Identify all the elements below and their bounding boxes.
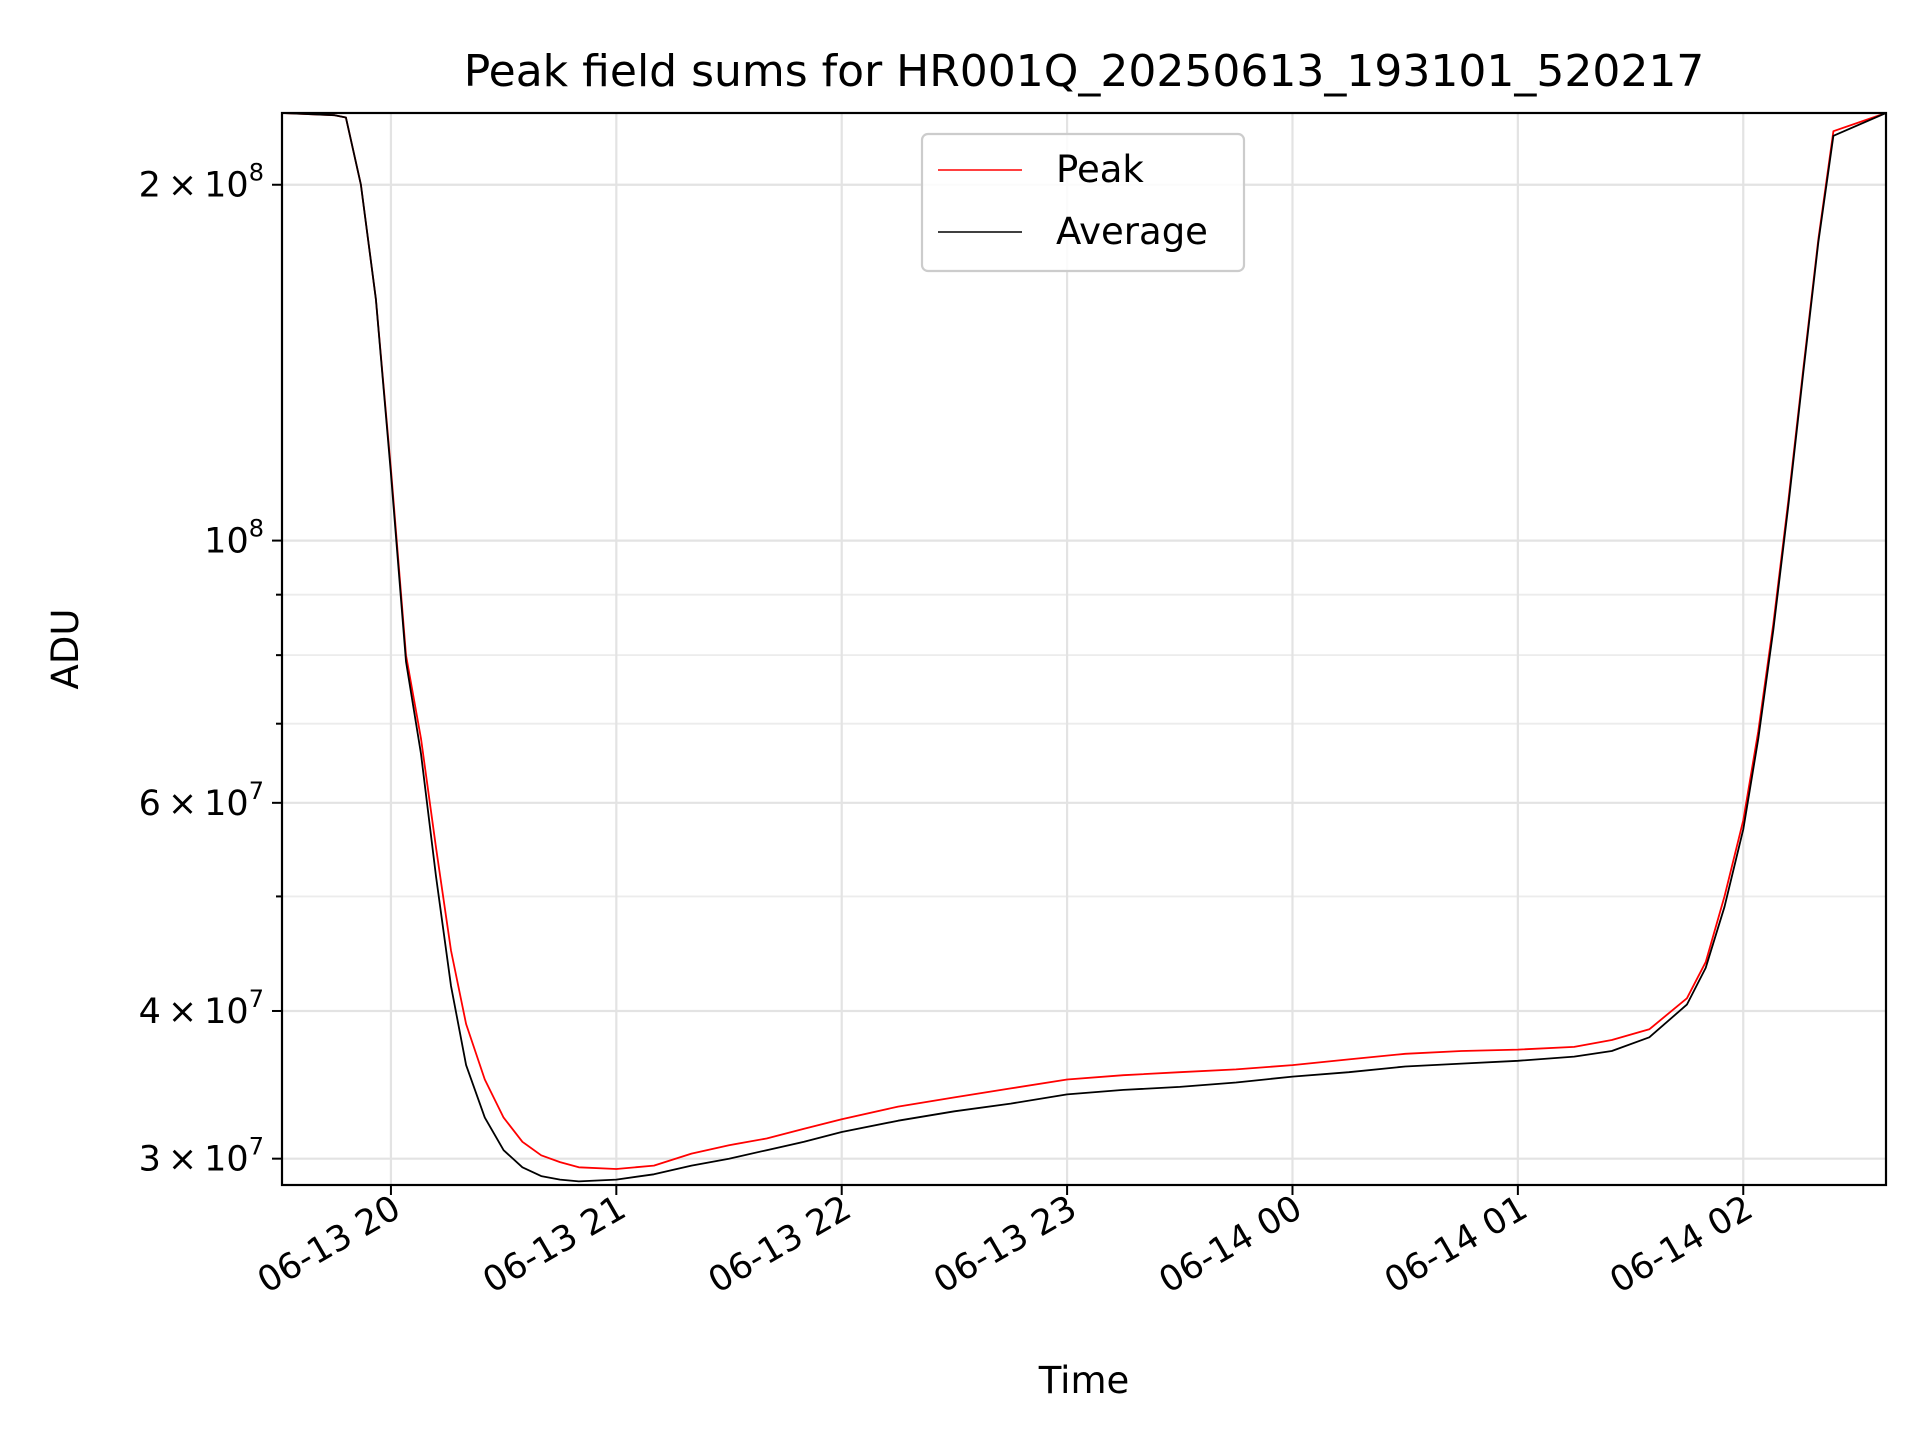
- y-tick-label: 6 × 107: [139, 777, 264, 824]
- series-line-average: [282, 113, 1886, 1183]
- y-axis-label: ADU: [44, 609, 87, 690]
- plot-frame: [280, 111, 1888, 1187]
- y-tick-label: 4 × 107: [139, 985, 264, 1032]
- y-tick-label: 2 × 108: [139, 159, 264, 206]
- legend-box: [920, 132, 1246, 273]
- legend: Peak Average: [920, 132, 1246, 273]
- x-axis-label: Time: [1038, 1359, 1130, 1402]
- legend-label-average: Average: [1056, 210, 1208, 253]
- series-layer: [282, 113, 1886, 1183]
- legend-label-peak: Peak: [1056, 148, 1144, 191]
- chart-title: Peak field sums for HR001Q_20250613_1931…: [464, 46, 1705, 97]
- series-line-peak: [282, 113, 1886, 1170]
- y-tick-label: 3 × 107: [139, 1133, 264, 1180]
- grid: [282, 113, 1886, 1185]
